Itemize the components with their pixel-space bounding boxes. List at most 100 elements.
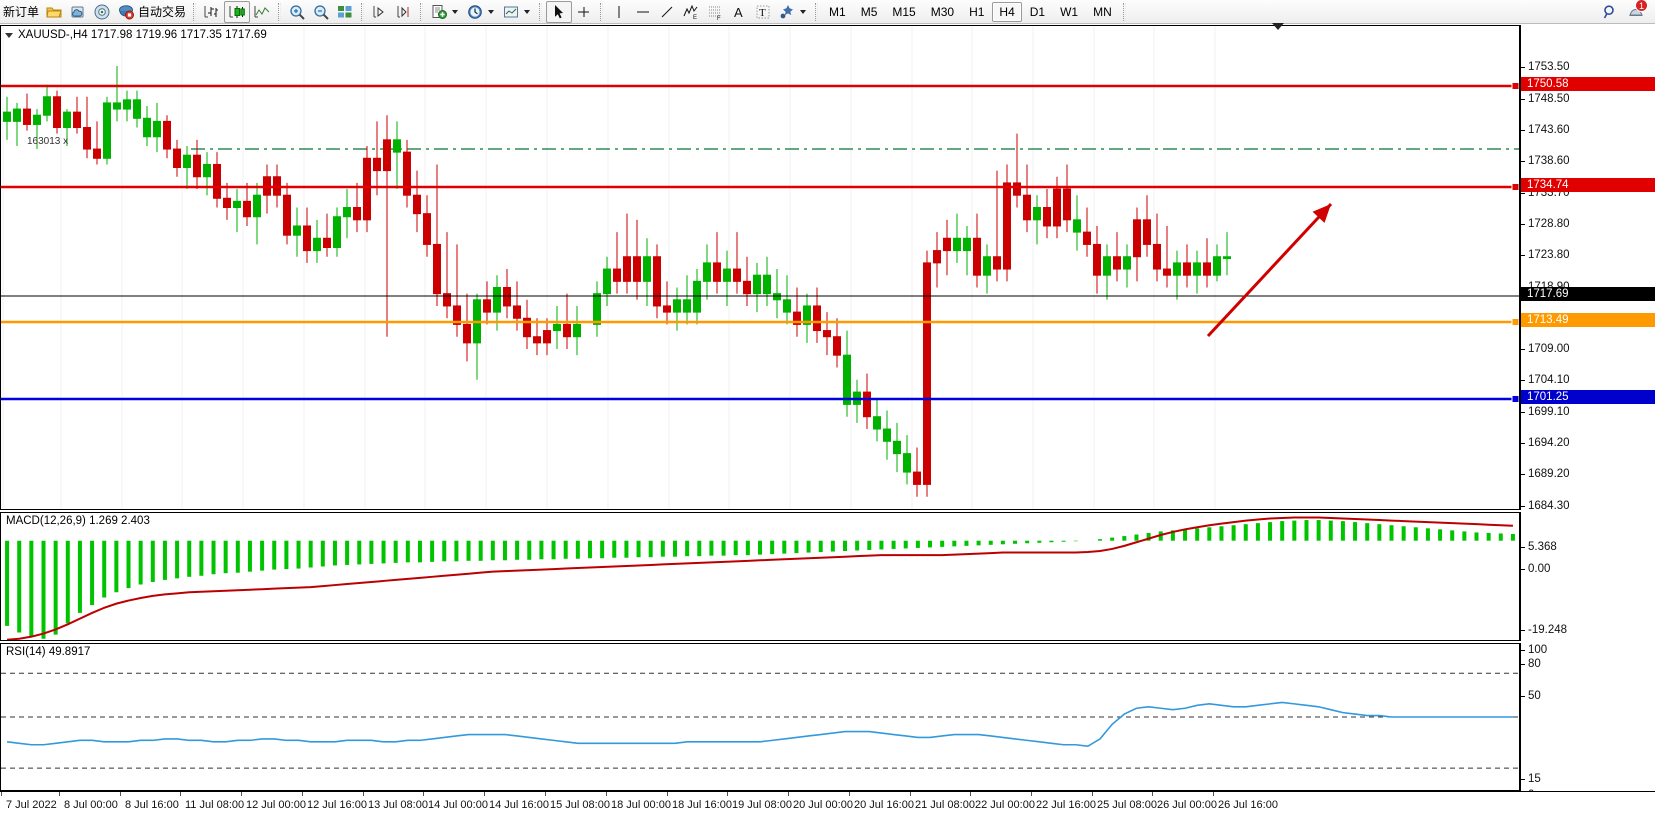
macd-scale[interactable]: 5.368 0.00 -19.248 — [1520, 512, 1655, 641]
period-button[interactable] — [463, 1, 499, 23]
timeframe-m5[interactable]: M5 — [860, 4, 878, 19]
price-tick: 1684.30 — [1521, 500, 1570, 510]
price-tick: 1704.10 — [1521, 374, 1570, 386]
zoom-in-icon — [288, 3, 306, 21]
shapes-button[interactable] — [775, 1, 811, 23]
price-tick: 1748.50 — [1521, 93, 1570, 105]
autotrading-button[interactable]: 自动交易 — [114, 1, 189, 23]
timeframe-m1[interactable]: M1 — [829, 4, 846, 19]
line-chart-icon — [253, 3, 271, 21]
toolbar-separator — [361, 2, 365, 21]
bar-chart-icon — [203, 3, 221, 21]
rsi-tick: 80 — [1521, 658, 1541, 670]
price-tag-resistance-1750[interactable]: 1750.58 — [1521, 77, 1655, 91]
price-scale[interactable]: 1753.50 1748.50 1743.60 1738.60 1733.70 1728.… — [1520, 25, 1655, 510]
zoom-out-button[interactable] — [309, 1, 333, 23]
level-line-resistance-1734 — [1, 183, 1519, 191]
candlestick-chart-icon — [228, 3, 246, 21]
open-data-folder-icon — [45, 3, 63, 21]
open-data-folder-button[interactable] — [42, 1, 66, 23]
macd-tick: 0.00 — [1521, 563, 1550, 575]
price-pane[interactable]: XAUUSD-,H4 1717.98 1719.96 1717.35 1717.… — [0, 25, 1520, 510]
alerts-icon[interactable]: 1 — [1627, 0, 1648, 21]
symbol-bar: XAUUSD-,H4 1717.98 1719.96 1717.35 1717.… — [1, 26, 1521, 44]
price-tick: 1709.00 — [1521, 343, 1570, 355]
timeframe-w1[interactable]: W1 — [1060, 4, 1079, 19]
chevron-down-icon[interactable] — [452, 9, 459, 14]
candlestick-chart-button[interactable] — [224, 0, 251, 23]
timeframe-m15[interactable]: M15 — [892, 4, 916, 19]
text-box-button[interactable]: T — [751, 1, 775, 23]
auto-scroll-button[interactable] — [392, 1, 416, 23]
chevron-down-icon[interactable] — [800, 9, 807, 14]
vertical-line-button[interactable] — [607, 1, 631, 23]
time-tick — [910, 792, 911, 796]
tile-windows-button[interactable] — [333, 1, 357, 23]
text-label-icon: A — [730, 3, 748, 21]
zoom-in-button[interactable] — [285, 1, 309, 23]
trendline-icon — [658, 3, 676, 21]
time-label: 22 Jul 16:00 — [1036, 799, 1096, 811]
new-order-button[interactable]: 新订单 — [0, 1, 42, 23]
cloud-button[interactable] — [66, 1, 90, 23]
timeframe-h4[interactable]: H4 — [992, 1, 1022, 22]
symbol-ohlc-label: XAUUSD-,H4 1717.98 1719.96 1717.35 1717.… — [18, 29, 267, 41]
tile-windows-icon — [336, 3, 354, 21]
rsi-label: RSI(14) 49.8917 — [6, 646, 91, 658]
search-icon[interactable] — [1601, 3, 1619, 21]
cursor-button[interactable] — [546, 0, 573, 23]
macd-pane[interactable]: MACD(12,26,9) 1.269 2.403 — [0, 512, 1520, 641]
scroll-position-marker[interactable] — [1272, 23, 1284, 30]
level-line-pivot-1713 — [1, 318, 1519, 326]
fibonacci-button[interactable]: F — [703, 1, 727, 23]
time-axis[interactable]: 7 Jul 2022 8 Jul 00:00 8 Jul 16:00 11 Jul 0… — [0, 791, 1655, 822]
trendline-button[interactable] — [655, 1, 679, 23]
elliott-wave-button[interactable]: E — [679, 1, 703, 23]
templates-button[interactable] — [499, 1, 535, 23]
alerts-badge: 1 — [1635, 0, 1648, 12]
macd-plot — [5, 516, 1515, 640]
svg-text:F: F — [717, 16, 721, 21]
chevron-down-icon[interactable] — [488, 9, 495, 14]
time-tick — [788, 792, 789, 796]
shift-end-button[interactable] — [368, 1, 392, 23]
period-clock-icon — [466, 3, 484, 21]
horizontal-line-button[interactable] — [631, 1, 655, 23]
timeframe-h1[interactable]: H1 — [969, 4, 985, 19]
timeframe-m30[interactable]: M30 — [930, 4, 955, 19]
time-tick — [1213, 792, 1214, 796]
add-indicator-button[interactable] — [427, 1, 463, 23]
main-toolbar: 新订单 — [0, 0, 1655, 24]
rsi-tick: 0 — [1521, 789, 1534, 791]
chevron-down-icon[interactable] — [5, 32, 13, 38]
rsi-scale[interactable]: 100 80 50 15 0 — [1520, 643, 1655, 791]
time-label: 15 Jul 08:00 — [550, 799, 610, 811]
line-chart-button[interactable] — [250, 1, 274, 23]
toolbar-separator — [815, 2, 819, 21]
chart-area[interactable]: XAUUSD-,H4 1717.98 1719.96 1717.35 1717.… — [0, 23, 1655, 822]
svg-text:A: A — [734, 5, 743, 20]
network-button[interactable] — [90, 1, 114, 23]
crosshair-button[interactable] — [572, 1, 596, 23]
bar-chart-button[interactable] — [200, 1, 224, 23]
timeframe-mn[interactable]: MN — [1093, 4, 1112, 19]
toolbar-separator — [193, 2, 197, 21]
timeframe-d1[interactable]: D1 — [1029, 4, 1046, 19]
rsi-pane[interactable]: RSI(14) 49.8917 — [0, 643, 1520, 791]
time-tick — [970, 792, 971, 796]
zoom-out-icon — [312, 3, 330, 21]
templates-icon — [502, 3, 520, 21]
price-tag-pivot-1713[interactable]: 1713.49 — [1521, 313, 1655, 327]
price-tag-resistance-1734[interactable]: 1734.74 — [1521, 178, 1655, 192]
text-label-button[interactable]: A — [727, 1, 751, 23]
price-tag-support-1701[interactable]: 1701.25 — [1521, 390, 1655, 404]
network-icon — [93, 3, 111, 21]
chevron-down-icon[interactable] — [524, 9, 531, 14]
price-tick: 1723.80 — [1521, 249, 1570, 261]
time-tick — [1092, 792, 1093, 796]
price-tick: 1728.80 — [1521, 218, 1570, 230]
time-tick — [727, 792, 728, 796]
price-tag-last-price[interactable]: 1717.69 — [1521, 287, 1655, 301]
toolbar-separator — [600, 2, 604, 21]
time-label: 25 Jul 08:00 — [1097, 799, 1157, 811]
